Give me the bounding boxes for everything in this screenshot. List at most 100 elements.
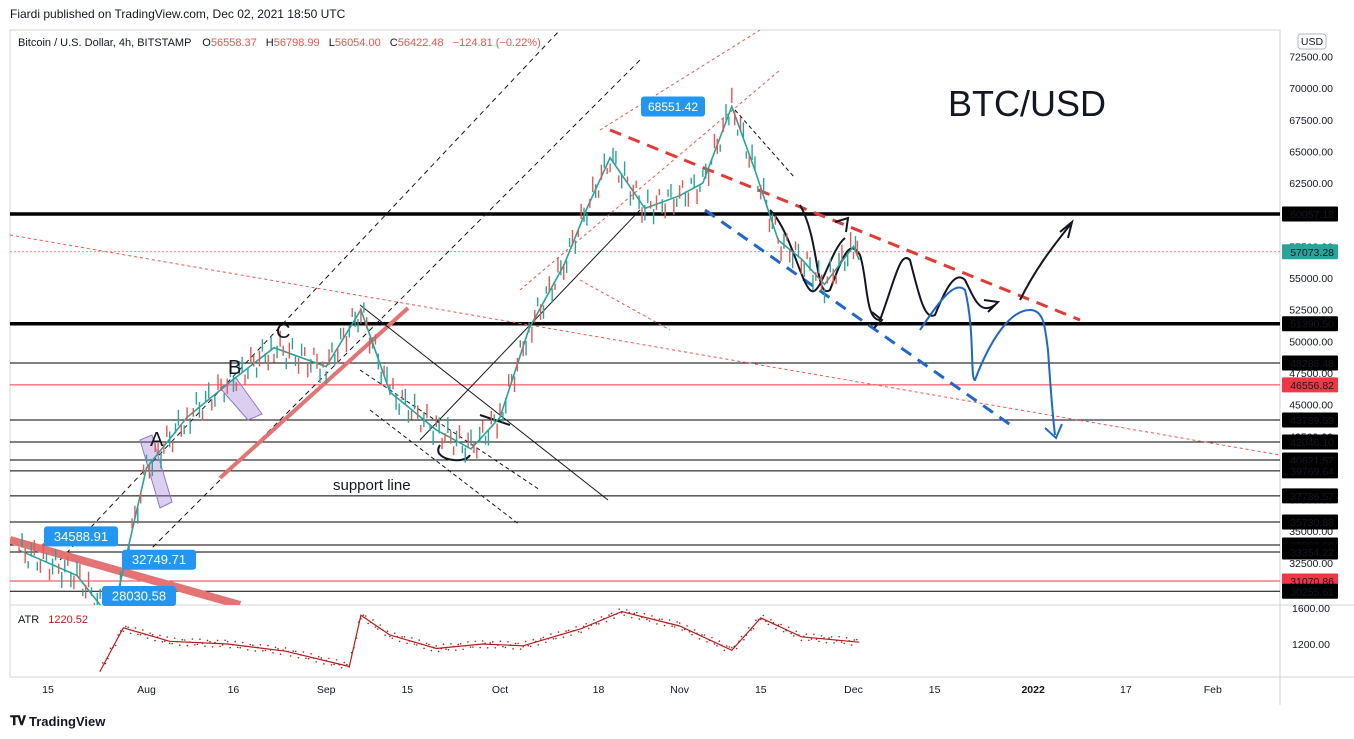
atr-point [353, 646, 355, 649]
atr-point [497, 644, 499, 647]
trend-line[interactable] [10, 234, 1280, 456]
wave-label-b: B [228, 357, 241, 379]
atr-point [765, 620, 767, 622]
atr-point [767, 623, 770, 626]
trend-line[interactable] [359, 369, 541, 491]
atr-point [813, 633, 815, 636]
atr-point [759, 618, 762, 621]
projection-path-black[interactable] [769, 209, 846, 293]
price-label-box [1282, 206, 1338, 222]
trend-line[interactable] [704, 208, 1016, 430]
atr-point [142, 629, 144, 631]
atr-point [450, 643, 452, 645]
trend-line[interactable] [734, 109, 796, 179]
atr-point [825, 641, 828, 644]
atr-point [623, 614, 626, 616]
support-line-label: support line [333, 477, 411, 494]
arrowhead[interactable] [871, 311, 884, 329]
trend-line[interactable] [218, 306, 410, 480]
atr-point [139, 633, 142, 636]
atr-point [686, 625, 688, 627]
atr-point [206, 639, 209, 642]
projection-path-black[interactable] [437, 444, 471, 462]
annotation-title: BTC/USD [948, 83, 1106, 124]
publisher-line: Fiardi published on TradingView.com, Dec… [10, 7, 346, 21]
arrowhead[interactable] [983, 299, 1001, 313]
projection-path-black[interactable] [479, 414, 511, 426]
arrowhead[interactable] [834, 216, 850, 233]
price-callout-text: 28030.58 [112, 589, 166, 604]
atr-point [384, 634, 386, 636]
trend-line[interactable] [609, 128, 1081, 322]
atr-point [519, 648, 522, 650]
price-label-box [1282, 514, 1338, 530]
arrowhead[interactable] [1059, 219, 1074, 239]
atr-point [770, 618, 772, 621]
atr-point [124, 625, 127, 628]
arrowhead[interactable] [1044, 423, 1063, 440]
trend-line[interactable] [369, 409, 521, 526]
atr-point [512, 648, 514, 650]
price-callout-box [44, 526, 118, 547]
atr-point [364, 615, 367, 617]
trend-line[interactable] [519, 69, 781, 291]
atr-legend[interactable]: ATR 1220.52 [18, 614, 88, 626]
atr-point [267, 644, 269, 647]
time-tick-label: Aug [137, 684, 156, 696]
atr-point [598, 623, 600, 625]
projection-path-black[interactable] [879, 257, 996, 321]
time-tick-label: 15 [755, 684, 767, 696]
atr-point [565, 630, 567, 632]
wave-zone-a[interactable] [139, 434, 173, 509]
trend-line[interactable] [359, 304, 609, 501]
price-label-box [1282, 316, 1338, 332]
time-tick-label: Nov [670, 684, 689, 696]
atr-point [224, 639, 226, 642]
legend-row[interactable]: Bitcoin / U.S. Dollar, 4h, BITSTAMP O565… [18, 37, 541, 49]
atr-point [119, 630, 122, 632]
atr-point [514, 642, 517, 645]
atr-point [772, 621, 775, 624]
atr-point [442, 643, 445, 646]
time-axis[interactable]: 15 Aug 16 Sep 15 Oct 18 Nov 15 Dec 15 2022 17 Feb [42, 684, 1222, 696]
trend-line[interactable] [599, 30, 761, 131]
tradingview-logo-icon: 𝐓𝐕 [10, 713, 26, 728]
projection-path-black[interactable] [1019, 224, 1071, 301]
atr-point [315, 661, 317, 663]
trend-line[interactable] [579, 279, 671, 331]
trend-line[interactable] [10, 536, 242, 605]
price-label-box [1282, 412, 1338, 428]
projection-path-black[interactable] [799, 204, 881, 321]
price-tick-label: 67500.00 [1289, 115, 1333, 127]
atr-point [168, 642, 171, 645]
atr-point [132, 629, 134, 632]
trend-line[interactable] [419, 209, 641, 441]
atr-point [472, 646, 474, 648]
drawings-layer[interactable] [10, 30, 1280, 605]
legend-close: 56422.48 [398, 37, 444, 49]
legend-low: 56054.00 [335, 37, 381, 49]
projection-path-blue[interactable] [919, 286, 1056, 436]
price-label-box [1282, 463, 1338, 479]
trend-line[interactable] [59, 30, 561, 561]
footer-brand-text: TradingView [29, 713, 106, 729]
currency-button[interactable] [1297, 33, 1327, 50]
atr-point [661, 618, 663, 621]
atr-point [507, 641, 509, 643]
price-label-text: 33354.22 [1290, 547, 1334, 559]
atr-point [625, 609, 628, 611]
atr-point [428, 643, 430, 646]
atr-point [830, 636, 833, 638]
atr-point [247, 649, 249, 651]
atr-point [307, 657, 310, 660]
atr-point [798, 634, 800, 636]
atr-point [401, 635, 403, 638]
atr-point [534, 640, 537, 643]
atr-point [620, 611, 623, 614]
atr-point [262, 650, 264, 652]
atr-point [328, 657, 330, 660]
price-callout-box [122, 549, 196, 570]
price-callout-text: 32749.71 [132, 552, 186, 567]
legend-symbol: Bitcoin / U.S. Dollar, 4h, BITSTAMP [18, 37, 191, 49]
